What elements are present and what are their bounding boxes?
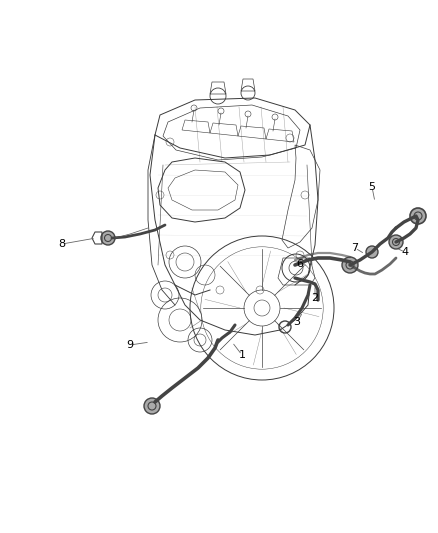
Text: 7: 7	[351, 243, 359, 253]
Circle shape	[342, 257, 358, 273]
Text: 6: 6	[297, 259, 304, 269]
Text: 3: 3	[293, 317, 300, 327]
Circle shape	[144, 398, 160, 414]
Circle shape	[389, 235, 403, 249]
Circle shape	[366, 246, 378, 258]
Text: 5: 5	[368, 182, 375, 192]
Circle shape	[101, 231, 115, 245]
Text: 9: 9	[127, 340, 134, 350]
Text: 8: 8	[58, 239, 66, 249]
Circle shape	[410, 208, 426, 224]
Text: 1: 1	[239, 350, 246, 360]
Text: 2: 2	[311, 293, 318, 303]
Text: 4: 4	[402, 247, 409, 257]
